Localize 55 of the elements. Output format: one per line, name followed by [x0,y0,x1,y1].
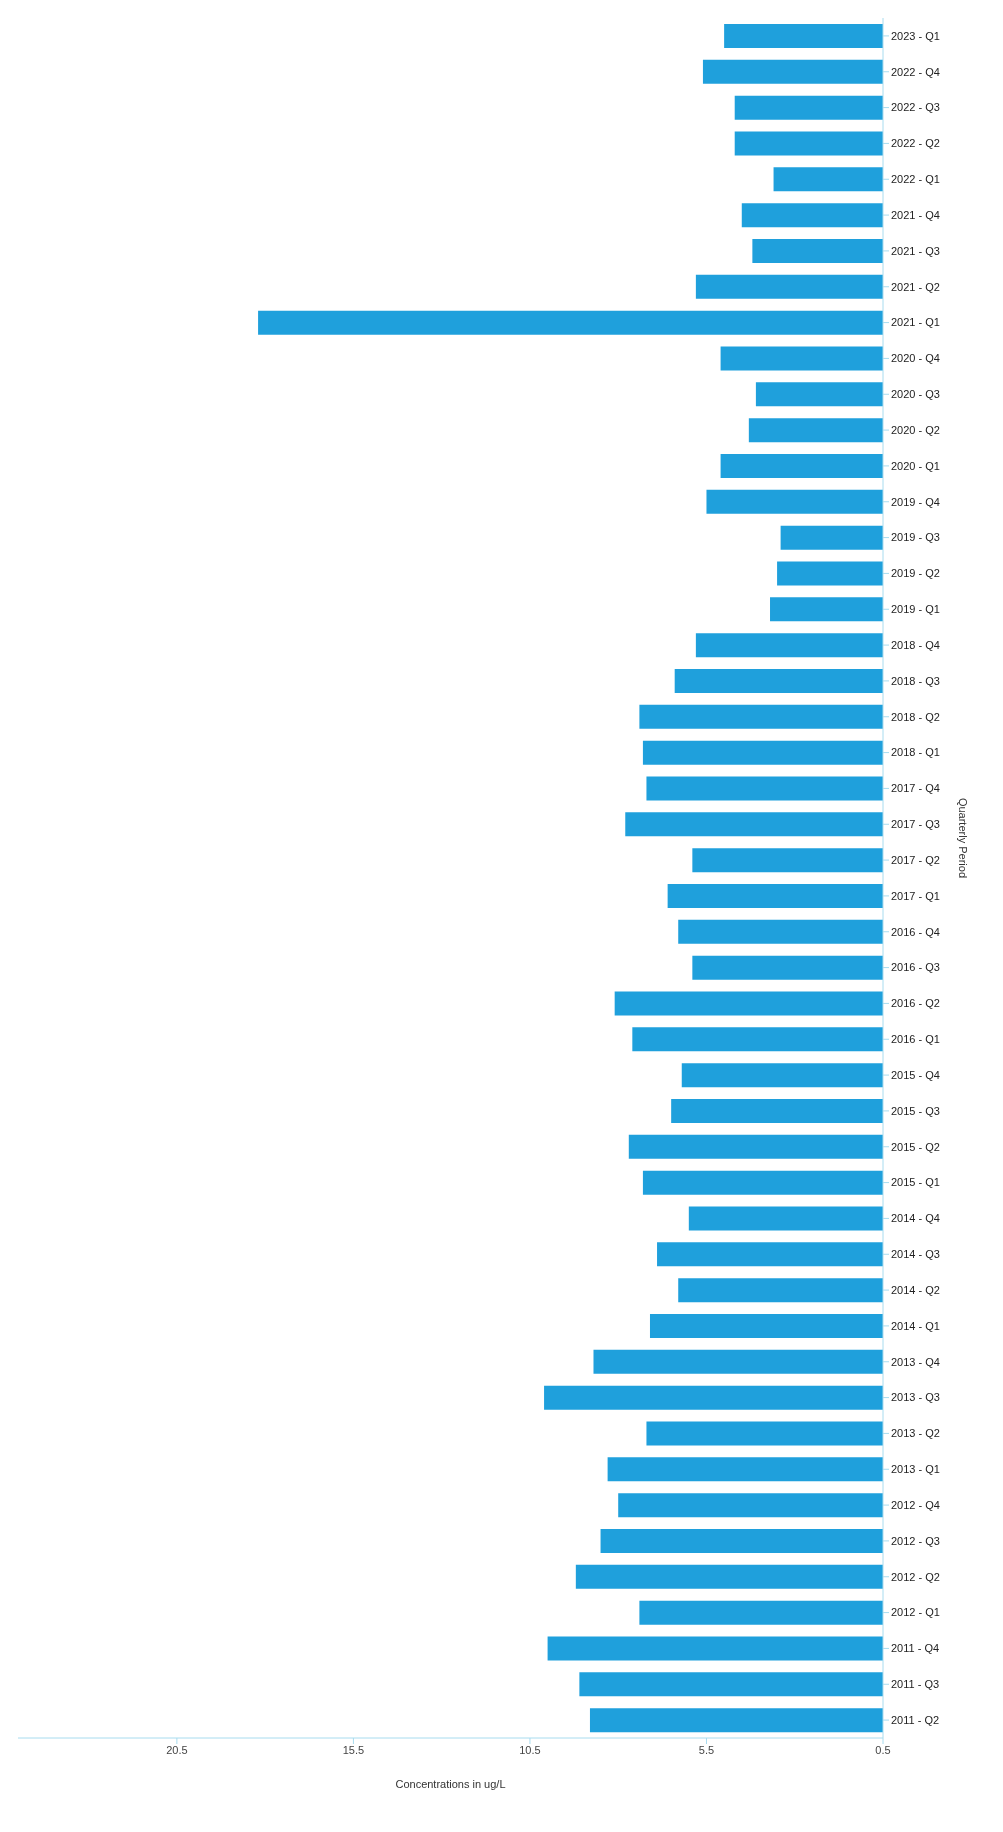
y-tick-label: 2013 - Q1 [891,1463,940,1476]
y-tick-label: 2015 - Q3 [891,1104,940,1117]
y-axis-title: Quarterly Period [957,797,970,878]
y-tick-label: 2018 - Q2 [891,710,940,723]
y-tick-label: 2021 - Q4 [891,208,940,221]
x-tick-label: 10.5 [519,1743,541,1756]
x-tick-label: 5.5 [698,1743,715,1756]
y-tick-label: 2011 - Q4 [891,1642,940,1655]
y-tick-label: 2014 - Q1 [891,1319,940,1332]
y-tick-label: 2017 - Q3 [891,818,940,831]
y-tick-label: 2018 - Q1 [891,746,940,759]
x-axis-title: Concentrations in ug/L [395,1778,506,1790]
y-tick-label: 2019 - Q4 [891,495,940,508]
y-tick-label: 2012 - Q4 [891,1498,940,1511]
x-tick-label: 15.5 [342,1743,365,1756]
y-tick-label: 2012 - Q3 [891,1534,940,1547]
y-tick-label: 2020 - Q3 [891,388,940,401]
y-tick-label: 2013 - Q4 [891,1355,940,1368]
y-tick-label: 2017 - Q4 [891,782,940,795]
y-tick-label: 2013 - Q2 [891,1427,940,1440]
x-tick-label: 0.5 [875,1743,891,1756]
y-tick-label: 2014 - Q4 [891,1212,940,1225]
y-tick-label: 2021 - Q1 [891,316,940,329]
y-tick-label: 2022 - Q4 [891,65,940,78]
y-tick-label: 2022 - Q2 [891,137,940,150]
y-tick-label: 2016 - Q2 [891,997,940,1010]
y-tick-label: 2021 - Q3 [891,244,940,257]
y-tick-label: 2019 - Q2 [891,567,940,580]
y-tick-label: 2011 - Q2 [891,1713,940,1726]
y-tick-label: 2018 - Q3 [891,674,940,687]
y-tick-label: 2020 - Q1 [891,459,940,472]
y-tick-label: 2016 - Q3 [891,961,940,974]
y-tick-label: 2012 - Q2 [891,1570,940,1583]
y-tick-label: 2015 - Q4 [891,1068,940,1081]
y-tick-label: 2016 - Q1 [891,1033,940,1046]
y-tick-label: 2014 - Q2 [891,1283,940,1296]
y-tick-label: 2012 - Q1 [891,1606,940,1619]
y-tick-label: 2023 - Q1 [891,29,940,42]
y-tick-label: 2015 - Q2 [891,1140,940,1153]
y-tick-label: 2020 - Q4 [891,352,940,365]
y-tick-label: 2022 - Q3 [891,101,940,114]
y-tick-label: 2022 - Q1 [891,173,940,186]
x-tick-label: 20.5 [166,1743,188,1756]
y-tick-label: 2019 - Q1 [891,603,940,616]
y-tick-label: 2011 - Q3 [891,1678,940,1691]
y-tick-label: 2013 - Q3 [891,1391,940,1404]
y-tick-label: 2014 - Q3 [891,1248,940,1261]
y-tick-label: 2016 - Q4 [891,925,940,938]
y-tick-label: 2017 - Q1 [891,889,940,902]
y-tick-label: 2019 - Q3 [891,531,940,544]
y-tick-label: 2020 - Q2 [891,423,940,436]
y-tick-label: 2015 - Q1 [891,1176,940,1189]
y-tick-label: 2017 - Q2 [891,853,940,866]
y-tick-label: 2021 - Q2 [891,280,940,293]
y-tick-label: 2018 - Q4 [891,638,940,651]
